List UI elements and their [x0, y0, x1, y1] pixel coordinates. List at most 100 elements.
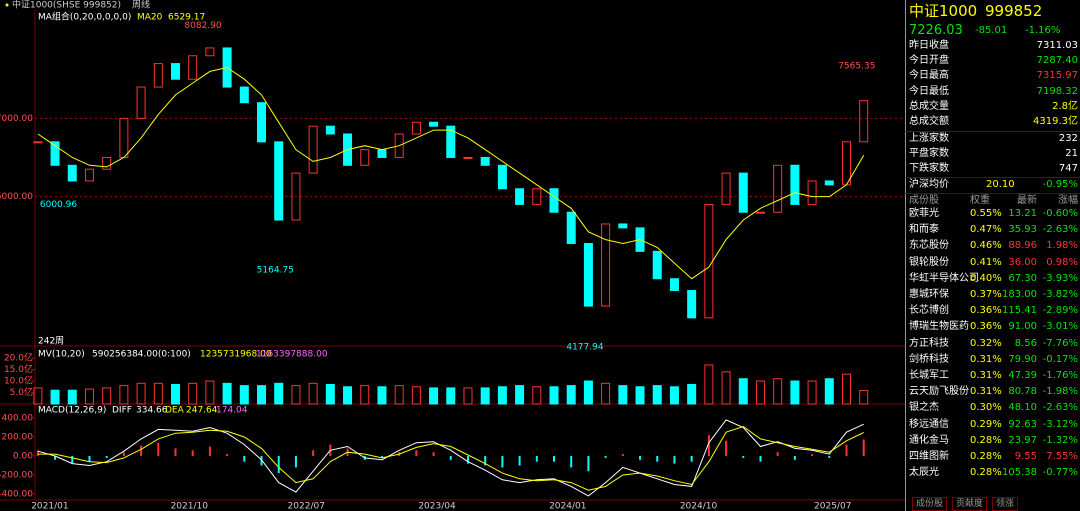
last: 13.21: [1008, 208, 1037, 219]
macd-bar: [828, 455, 831, 458]
volume-bar: [274, 382, 284, 405]
volume-bar: [33, 387, 43, 405]
stat-value: 7287.40: [1036, 55, 1078, 67]
tab[interactable]: 领涨: [992, 497, 1019, 511]
legend-name: MA20: [137, 13, 163, 23]
macd-bar: [862, 439, 865, 456]
candle: [411, 121, 421, 135]
candle: [188, 55, 198, 80]
candle: [239, 86, 249, 104]
macd-bar: [88, 455, 91, 462]
candle: [446, 125, 456, 158]
stock-name: 东芯股份: [909, 240, 949, 252]
macd-bar: [36, 450, 39, 456]
macd-bar: [432, 452, 435, 456]
change: -85.01: [975, 25, 1008, 36]
y-tick-label: 20.0亿: [4, 352, 33, 364]
volume-bar: [635, 386, 645, 405]
stat-label: 今日开盘: [909, 55, 949, 67]
candle: [377, 149, 387, 158]
macd-bar: [466, 455, 469, 464]
stock-name: 通化金马: [909, 434, 949, 446]
readout-value: 247.64: [186, 406, 218, 416]
volume-bar: [119, 385, 129, 405]
candle: [738, 172, 748, 213]
macd-bar: [845, 444, 848, 456]
last: 35.93: [1008, 224, 1037, 236]
change: -0.17%: [1042, 353, 1078, 365]
weight: 0.55%: [970, 208, 1002, 219]
macd-bar: [673, 455, 676, 464]
tab[interactable]: 贡献度: [952, 497, 988, 511]
last: 91.00: [1008, 321, 1037, 333]
candle: [583, 243, 593, 307]
stock-name: 华虹半导体公司: [909, 272, 979, 284]
annotation: 7565.35: [838, 62, 875, 72]
bullet: [5, 3, 9, 7]
x-tick-label: 2022/07: [288, 502, 325, 511]
x-tick-label: 2025/07: [814, 502, 851, 511]
volume-bar: [343, 386, 353, 405]
volume-bar: [308, 382, 318, 405]
volume-bar: [790, 380, 800, 405]
stat-label: 今日最低: [909, 85, 949, 97]
volume-bar: [136, 382, 146, 405]
volume-bar: [360, 385, 370, 405]
y-tick-label: 6000.00: [0, 192, 33, 202]
macd-bar: [553, 455, 556, 462]
symbol: 中证1000(SHSE 999852): [12, 0, 121, 11]
readout-value: 334.66: [136, 406, 168, 416]
candle: [257, 102, 267, 143]
candle: [566, 211, 576, 245]
volume-bar: [618, 385, 628, 405]
candle: [153, 63, 163, 88]
y-tick-label: 15.0亿: [4, 363, 33, 375]
last: 67.30: [1008, 272, 1037, 284]
macd-bar: [122, 452, 125, 456]
last: 183.00: [1002, 289, 1037, 300]
candle: [549, 188, 559, 213]
candle: [136, 86, 146, 119]
last: 105.38: [1002, 467, 1037, 479]
macd-bar: [105, 455, 108, 458]
candle: [773, 164, 783, 213]
y-tick-label: 10.0亿: [4, 375, 33, 387]
candle: [325, 125, 335, 135]
change: -2.89%: [1042, 305, 1078, 317]
volume-bar: [721, 371, 731, 405]
weight: 0.36%: [970, 305, 1002, 317]
change: 7.55%: [1046, 451, 1078, 462]
divider: [905, 0, 906, 511]
column-header: 最新: [1017, 195, 1037, 206]
volume-bar: [583, 380, 593, 405]
change: 0.98%: [1046, 256, 1078, 268]
change: -1.98%: [1042, 386, 1078, 398]
volume-bar: [102, 387, 112, 405]
index-code: 999852: [985, 2, 1043, 20]
stock-name: 移远通信: [909, 418, 949, 430]
volume-bar: [807, 380, 817, 405]
x-tick-label: 2021/10: [171, 502, 209, 511]
legend-value: 6529.17: [168, 13, 205, 23]
last: 23.97: [1008, 434, 1037, 446]
volume-bar: [669, 386, 679, 405]
tab[interactable]: 成份股: [912, 497, 948, 511]
volume-bar: [239, 385, 249, 405]
candle: [394, 133, 404, 158]
volume-bar: [480, 387, 490, 405]
stock-name: 银之杰: [909, 402, 939, 414]
macd-line: [37, 425, 864, 491]
readout: 1235731968.00: [200, 350, 272, 360]
avg-value: 20.10: [986, 179, 1015, 190]
change-pct: -1.16%: [1025, 25, 1061, 36]
candle: [170, 63, 180, 80]
annotation: 8082.90: [184, 21, 221, 31]
weight: 0.28%: [970, 467, 1002, 479]
x-tick-label: 2024/10: [680, 502, 718, 511]
candle: [291, 172, 301, 221]
volume-bar: [566, 385, 576, 405]
macd-bar: [484, 455, 487, 466]
volume-bar: [84, 388, 94, 405]
separator: [905, 177, 1080, 178]
stat-value: 7311.03: [1036, 40, 1078, 51]
